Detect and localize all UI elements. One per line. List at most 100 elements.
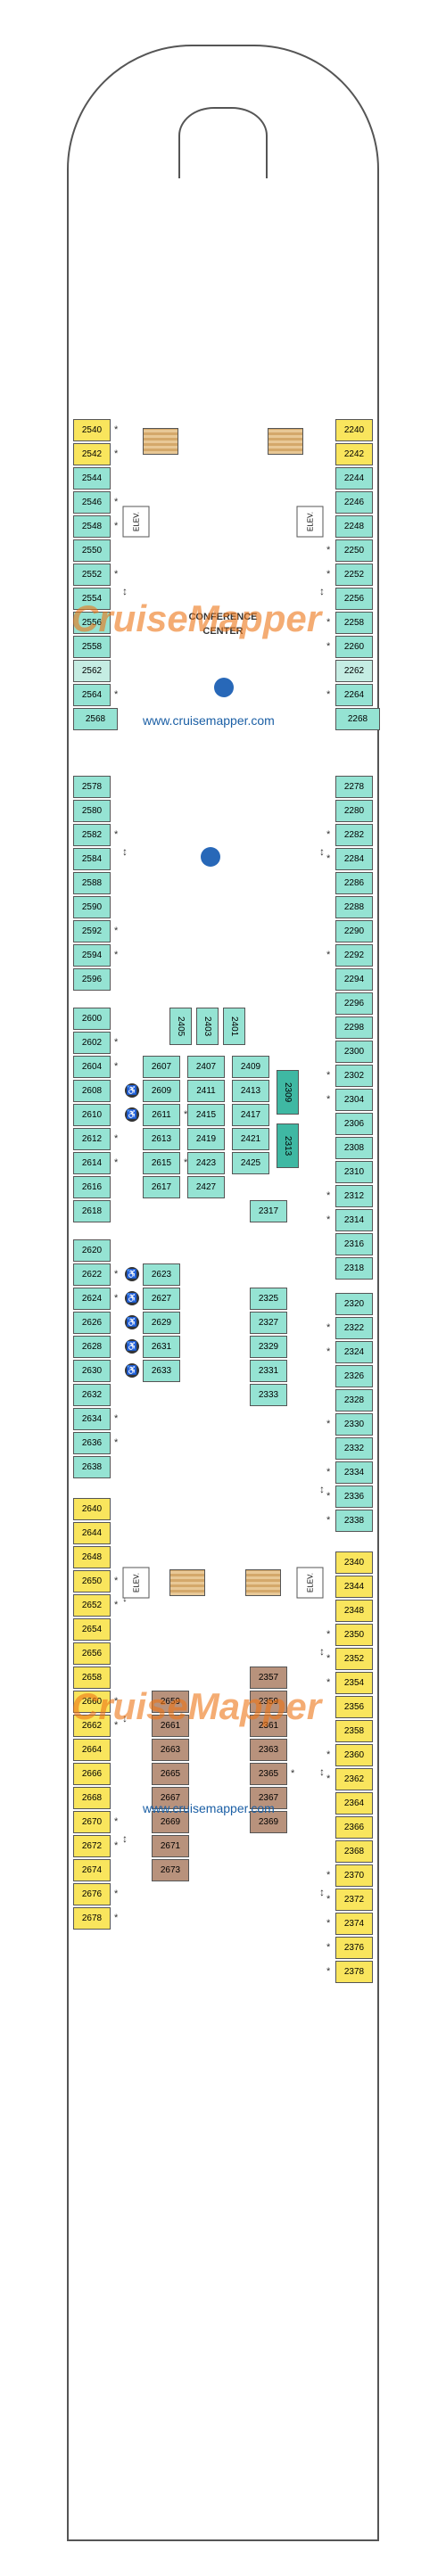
- cabin-2350[interactable]: 2350: [335, 1624, 373, 1646]
- cabin-2584[interactable]: 2584: [73, 848, 111, 870]
- cabin-2358[interactable]: 2358: [335, 1720, 373, 1742]
- cabin-2356[interactable]: 2356: [335, 1696, 373, 1718]
- cabin-2360[interactable]: 2360: [335, 1744, 373, 1766]
- cabin-2629[interactable]: 2629: [143, 1312, 180, 1334]
- cabin-2246[interactable]: 2246: [335, 491, 373, 514]
- cabin-2348[interactable]: 2348: [335, 1600, 373, 1622]
- cabin-2413[interactable]: 2413: [232, 1080, 269, 1102]
- cabin-2663[interactable]: 2663: [152, 1739, 189, 1761]
- cabin-2615[interactable]: 2615: [143, 1152, 180, 1174]
- cabin-2580[interactable]: 2580: [73, 800, 111, 822]
- cabin-2264[interactable]: 2264: [335, 684, 373, 706]
- cabin-2242[interactable]: 2242: [335, 443, 373, 465]
- cabin-2268[interactable]: 2268: [335, 708, 380, 730]
- cabin-2417[interactable]: 2417: [232, 1104, 269, 1126]
- cabin-2656[interactable]: 2656: [73, 1642, 111, 1665]
- cabin-2344[interactable]: 2344: [335, 1576, 373, 1598]
- cabin-2604[interactable]: 2604: [73, 1056, 111, 1078]
- cabin-2282[interactable]: 2282: [335, 824, 373, 846]
- cabin-2544[interactable]: 2544: [73, 467, 111, 490]
- cabin-2409[interactable]: 2409: [232, 1056, 269, 1078]
- cabin-2405[interactable]: 2405: [169, 1008, 192, 1045]
- cabin-2278[interactable]: 2278: [335, 776, 373, 798]
- cabin-2658[interactable]: 2658: [73, 1667, 111, 1689]
- cabin-2292[interactable]: 2292: [335, 944, 373, 967]
- cabin-2582[interactable]: 2582: [73, 824, 111, 846]
- cabin-2310[interactable]: 2310: [335, 1161, 373, 1183]
- cabin-2668[interactable]: 2668: [73, 1787, 111, 1809]
- cabin-2260[interactable]: 2260: [335, 636, 373, 658]
- cabin-2407[interactable]: 2407: [187, 1056, 225, 1078]
- cabin-2671[interactable]: 2671: [152, 1835, 189, 1857]
- cabin-2542[interactable]: 2542: [73, 443, 111, 465]
- cabin-2403[interactable]: 2403: [196, 1008, 219, 1045]
- cabin-2425[interactable]: 2425: [232, 1152, 269, 1174]
- cabin-2244[interactable]: 2244: [335, 467, 373, 490]
- cabin-2661[interactable]: 2661: [152, 1715, 189, 1737]
- cabin-2367[interactable]: 2367: [250, 1787, 287, 1809]
- cabin-2623[interactable]: 2623: [143, 1263, 180, 1286]
- cabin-2312[interactable]: 2312: [335, 1185, 373, 1207]
- cabin-2552[interactable]: 2552: [73, 564, 111, 586]
- cabin-2369[interactable]: 2369: [250, 1811, 287, 1833]
- cabin-2607[interactable]: 2607: [143, 1056, 180, 1078]
- cabin-2333[interactable]: 2333: [250, 1384, 287, 1406]
- cabin-2617[interactable]: 2617: [143, 1176, 180, 1198]
- cabin-2340[interactable]: 2340: [335, 1551, 373, 1574]
- cabin-2308[interactable]: 2308: [335, 1137, 373, 1159]
- cabin-2550[interactable]: 2550: [73, 539, 111, 562]
- cabin-2611[interactable]: 2611: [143, 1104, 180, 1126]
- cabin-2644[interactable]: 2644: [73, 1522, 111, 1544]
- cabin-2620[interactable]: 2620: [73, 1239, 111, 1262]
- cabin-2419[interactable]: 2419: [187, 1128, 225, 1150]
- cabin-2636[interactable]: 2636: [73, 1432, 111, 1454]
- cabin-2322[interactable]: 2322: [335, 1317, 373, 1339]
- cabin-2363[interactable]: 2363: [250, 1739, 287, 1761]
- cabin-2669[interactable]: 2669: [152, 1811, 189, 1833]
- cabin-2252[interactable]: 2252: [335, 564, 373, 586]
- cabin-2423[interactable]: 2423: [187, 1152, 225, 1174]
- cabin-2568[interactable]: 2568: [73, 708, 118, 730]
- cabin-2602[interactable]: 2602: [73, 1032, 111, 1054]
- cabin-2415[interactable]: 2415: [187, 1104, 225, 1126]
- cabin-2613[interactable]: 2613: [143, 1128, 180, 1150]
- cabin-2648[interactable]: 2648: [73, 1546, 111, 1568]
- cabin-2361[interactable]: 2361: [250, 1715, 287, 1737]
- cabin-2313[interactable]: 2313: [277, 1123, 299, 1168]
- cabin-2421[interactable]: 2421: [232, 1128, 269, 1150]
- cabin-2622[interactable]: 2622: [73, 1263, 111, 1286]
- cabin-2320[interactable]: 2320: [335, 1293, 373, 1315]
- cabin-2616[interactable]: 2616: [73, 1176, 111, 1198]
- cabin-2280[interactable]: 2280: [335, 800, 373, 822]
- cabin-2614[interactable]: 2614: [73, 1152, 111, 1174]
- cabin-2562[interactable]: 2562: [73, 660, 111, 682]
- cabin-2590[interactable]: 2590: [73, 896, 111, 918]
- cabin-2596[interactable]: 2596: [73, 968, 111, 991]
- cabin-2294[interactable]: 2294: [335, 968, 373, 991]
- cabin-2304[interactable]: 2304: [335, 1089, 373, 1111]
- cabin-2664[interactable]: 2664: [73, 1739, 111, 1761]
- cabin-2662[interactable]: 2662: [73, 1715, 111, 1737]
- cabin-2324[interactable]: 2324: [335, 1341, 373, 1363]
- cabin-2306[interactable]: 2306: [335, 1113, 373, 1135]
- cabin-2365[interactable]: 2365: [250, 1763, 287, 1785]
- cabin-2317[interactable]: 2317: [250, 1200, 287, 1222]
- cabin-2258[interactable]: 2258: [335, 612, 373, 634]
- cabin-2548[interactable]: 2548: [73, 515, 111, 538]
- cabin-2546[interactable]: 2546: [73, 491, 111, 514]
- cabin-2248[interactable]: 2248: [335, 515, 373, 538]
- cabin-2366[interactable]: 2366: [335, 1816, 373, 1839]
- cabin-2328[interactable]: 2328: [335, 1389, 373, 1411]
- cabin-2314[interactable]: 2314: [335, 1209, 373, 1231]
- cabin-2618[interactable]: 2618: [73, 1200, 111, 1222]
- cabin-2633[interactable]: 2633: [143, 1360, 180, 1382]
- cabin-2588[interactable]: 2588: [73, 872, 111, 894]
- cabin-2666[interactable]: 2666: [73, 1763, 111, 1785]
- cabin-2240[interactable]: 2240: [335, 419, 373, 441]
- cabin-2368[interactable]: 2368: [335, 1840, 373, 1863]
- cabin-2427[interactable]: 2427: [187, 1176, 225, 1198]
- cabin-2654[interactable]: 2654: [73, 1618, 111, 1641]
- cabin-2354[interactable]: 2354: [335, 1672, 373, 1694]
- cabin-2290[interactable]: 2290: [335, 920, 373, 942]
- cabin-2627[interactable]: 2627: [143, 1288, 180, 1310]
